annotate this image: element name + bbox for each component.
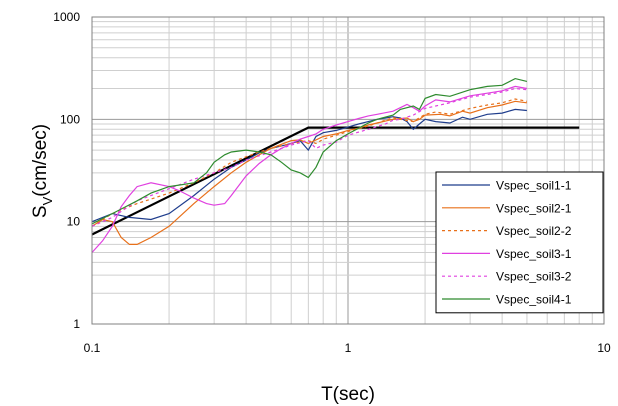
legend-label: Vspec_soil2-2 [496,224,572,238]
series-line-Vspec_soil2-1 [91,100,527,245]
y-axis-title-main: S [30,205,51,218]
y-tick-label: 1 [73,317,80,331]
x-axis-title: T(sec) [321,384,375,405]
series-line-Vspec_soil3-1 [91,85,528,253]
series-line-Vspec_soil3-2 [91,87,527,227]
y-axis-title-subscript: V [40,196,55,205]
legend-label: Vspec_soil3-2 [496,270,572,284]
design-spectrum [91,126,580,236]
y-tick-label: 100 [60,112,80,126]
x-tick-label: 10 [597,341,611,355]
legend: Vspec_soil1-1 Vspec_soil2-1 Vspec_soil2-2 V… [435,171,604,314]
series-line-Vspec_soil1-1 [91,108,527,223]
legend-label: Vspec_soil4-1 [496,293,572,307]
legend-label: Vspec_soil3-1 [496,247,572,261]
tick-labels: 0.1 1 10 1 10 100 1000 [53,10,611,355]
y-axis-title-unit: (cm/sec) [30,124,51,197]
series-line-Vspec_soil2-2 [91,98,528,227]
y-tick-label: 1000 [53,10,80,24]
design-spectrum-line [91,126,580,236]
y-tick-label: 10 [67,215,81,229]
plot-border [91,16,605,325]
y-axis-title: SV(cm/sec) [30,124,55,218]
legend-label: Vspec_soil1-1 [496,179,572,193]
series-lines [91,77,528,253]
legend-label: Vspec_soil2-1 [496,201,572,215]
series-line-Vspec_soil4-1 [91,77,528,225]
x-tick-label: 1 [345,341,352,355]
legend-box [435,171,604,314]
x-tick-label: 0.1 [84,341,101,355]
